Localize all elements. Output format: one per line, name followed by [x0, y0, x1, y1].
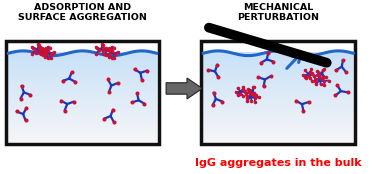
Bar	[8, 134, 156, 137]
Bar	[8, 132, 156, 135]
Bar	[8, 108, 156, 111]
Bar	[203, 94, 353, 97]
Bar	[8, 119, 156, 122]
Bar	[8, 130, 156, 133]
Bar	[203, 121, 353, 124]
Bar	[203, 136, 353, 140]
Bar	[8, 97, 156, 100]
Bar	[8, 110, 156, 113]
Bar	[8, 72, 156, 75]
Bar	[203, 52, 353, 56]
Bar	[203, 68, 353, 71]
Bar	[203, 72, 353, 75]
Bar	[203, 63, 353, 66]
Bar	[8, 61, 156, 64]
Bar	[8, 101, 156, 104]
Bar	[203, 85, 353, 89]
Bar	[203, 125, 353, 128]
Bar	[8, 54, 156, 58]
Bar	[203, 88, 353, 91]
Bar	[8, 136, 156, 140]
Bar	[203, 66, 353, 69]
Bar	[8, 114, 156, 117]
Bar	[8, 79, 156, 82]
Bar	[8, 66, 156, 69]
Bar	[203, 90, 353, 93]
Bar	[203, 139, 353, 142]
Bar	[8, 85, 156, 89]
Bar	[8, 59, 156, 62]
Bar	[8, 63, 156, 66]
Bar	[203, 105, 353, 109]
Bar	[8, 70, 156, 73]
Bar	[8, 99, 156, 102]
Bar	[8, 57, 156, 60]
Bar	[203, 103, 353, 106]
Bar	[203, 119, 353, 122]
Bar	[8, 81, 156, 84]
Bar	[8, 90, 156, 93]
Bar	[8, 128, 156, 131]
Bar	[203, 57, 353, 60]
Bar	[203, 97, 353, 100]
Bar	[203, 134, 353, 137]
Bar	[8, 139, 156, 142]
Bar	[203, 132, 353, 135]
Bar	[203, 128, 353, 131]
Bar	[203, 70, 353, 73]
Bar	[203, 112, 353, 115]
Bar	[8, 123, 156, 126]
Bar	[8, 121, 156, 124]
Bar	[203, 83, 353, 86]
Text: MECHANICAL
PERTURBATION: MECHANICAL PERTURBATION	[237, 3, 319, 22]
Bar	[8, 88, 156, 91]
Bar	[8, 94, 156, 97]
Bar	[8, 52, 156, 56]
Bar	[203, 114, 353, 117]
Bar	[203, 59, 353, 62]
Bar	[203, 116, 353, 120]
Bar	[8, 125, 156, 128]
Bar	[8, 74, 156, 78]
Bar	[203, 74, 353, 78]
Bar	[203, 79, 353, 82]
FancyArrow shape	[166, 78, 202, 99]
Text: IgG aggregates in the bulk: IgG aggregates in the bulk	[195, 158, 362, 168]
Bar	[203, 110, 353, 113]
Bar	[203, 81, 353, 84]
Bar	[203, 108, 353, 111]
Bar	[203, 61, 353, 64]
Bar	[8, 105, 156, 109]
Bar	[8, 112, 156, 115]
Bar	[203, 92, 353, 95]
Bar	[8, 103, 156, 106]
Bar	[8, 77, 156, 80]
Bar	[203, 99, 353, 102]
Bar	[203, 123, 353, 126]
Bar	[203, 77, 353, 80]
Text: ADSORPTION AND
SURFACE AGGREGATION: ADSORPTION AND SURFACE AGGREGATION	[18, 3, 147, 22]
Bar	[203, 54, 353, 58]
Bar	[8, 68, 156, 71]
Bar	[8, 83, 156, 86]
Bar	[203, 101, 353, 104]
Bar	[203, 130, 353, 133]
Bar	[8, 116, 156, 120]
Bar	[8, 92, 156, 95]
